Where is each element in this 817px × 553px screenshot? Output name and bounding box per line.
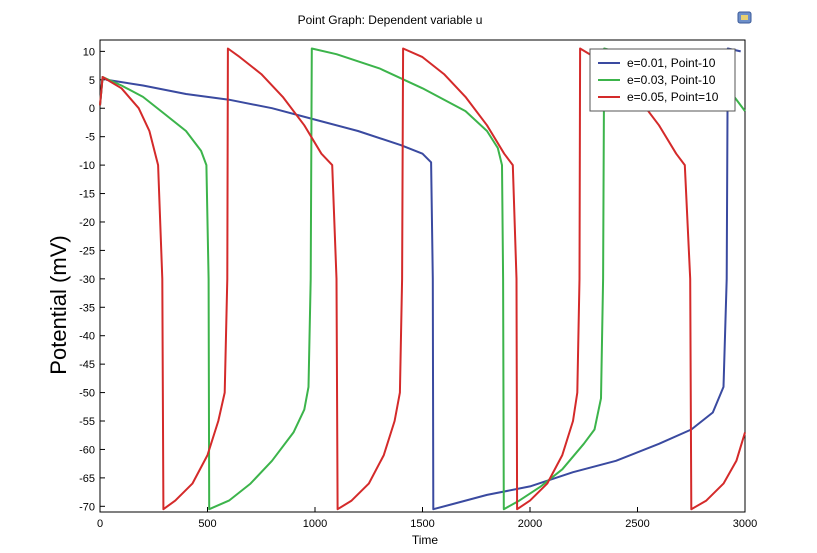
y-axis-label: Potential (mV) — [46, 235, 71, 374]
series-line-1 — [99, 47, 741, 511]
y-tick-label: -40 — [79, 331, 95, 343]
legend: e=0.01, Point-10 e=0.03, Point-10 e=0.05, … — [589, 48, 736, 112]
legend-entry: e=0.05, Point=10 — [627, 90, 719, 104]
series-line-2 — [99, 47, 746, 511]
x-tick-label: 2000 — [518, 518, 542, 530]
x-tick-label: 1500 — [410, 518, 434, 530]
plot-area — [99, 39, 746, 513]
export-icon[interactable] — [737, 11, 752, 24]
legend-entry: e=0.01, Point-10 — [627, 56, 716, 70]
legend-entry: e=0.03, Point-10 — [627, 73, 716, 87]
y-tick-label: -5 — [85, 132, 95, 144]
y-tick-label: 5 — [89, 75, 95, 87]
x-tick-label: 500 — [198, 518, 216, 530]
y-tick-label: -50 — [79, 388, 95, 400]
x-tick-label: 1000 — [303, 518, 327, 530]
y-tick-label: -25 — [79, 245, 95, 257]
axes: 0 500 1000 1500 2000 2500 3000 10 5 0 -5 -10 -15 -20 -… — [79, 39, 757, 530]
x-axis-label: Time — [412, 533, 439, 547]
x-tick-label: 2500 — [625, 518, 649, 530]
y-tick-label: 10 — [83, 46, 95, 58]
y-tick-label: -60 — [79, 444, 95, 456]
x-tick-label: 3000 — [733, 518, 757, 530]
y-tick-label: 0 — [89, 103, 95, 115]
y-tick-label: -65 — [79, 473, 95, 485]
y-tick-label: -20 — [79, 217, 95, 229]
y-tick-label: -45 — [79, 359, 95, 371]
y-tick-label: -70 — [79, 501, 95, 513]
y-tick-label: -30 — [79, 274, 95, 286]
y-tick-label: -55 — [79, 416, 95, 428]
x-tick-label: 0 — [97, 518, 103, 530]
chart-title: Point Graph: Dependent variable u — [298, 13, 483, 27]
y-tick-label: -10 — [79, 160, 95, 172]
y-tick-label: -15 — [79, 189, 95, 201]
y-tick-label: -35 — [79, 302, 95, 314]
